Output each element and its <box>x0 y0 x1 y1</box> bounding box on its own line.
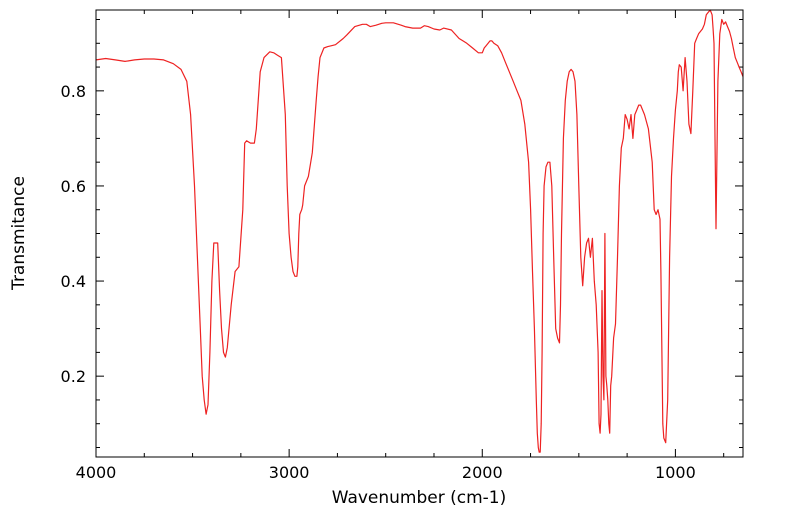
plot-frame <box>95 9 744 458</box>
series-group <box>95 9 744 453</box>
x-axis-ticks: 4000 3000 2000 1000 <box>76 10 725 482</box>
y-tick-label: 0.4 <box>61 272 86 291</box>
y-tick-label: 0.6 <box>61 177 86 196</box>
x-tick-label: 4000 <box>76 463 117 482</box>
x-tick-label: 2000 <box>462 463 503 482</box>
y-tick-label: 0.2 <box>61 367 86 386</box>
spectrum-line <box>95 9 744 453</box>
y-axis-ticks: 0.2 0.4 0.6 0.8 <box>61 19 743 448</box>
x-tick-label: 3000 <box>269 463 310 482</box>
y-axis-label: Transmitance <box>9 176 29 291</box>
x-tick-label: 1000 <box>655 463 696 482</box>
y-tick-label: 0.8 <box>61 82 86 101</box>
x-axis-label: Wavenumber (cm-1) <box>332 488 507 508</box>
